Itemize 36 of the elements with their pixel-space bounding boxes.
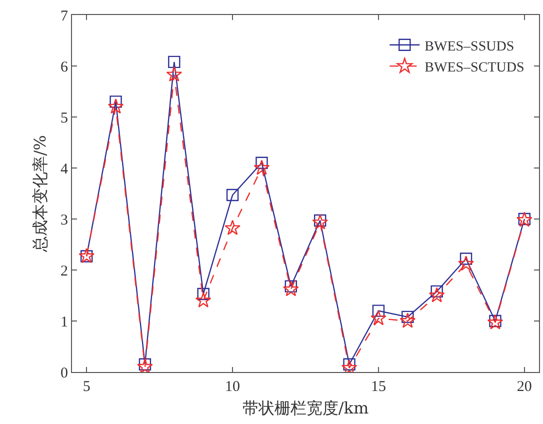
point bbox=[224, 220, 240, 236]
point bbox=[400, 312, 416, 328]
y-tick-label: 2 bbox=[60, 263, 68, 280]
y-tick-label: 4 bbox=[60, 161, 68, 178]
point bbox=[370, 310, 386, 326]
y-tick-label: 7 bbox=[60, 8, 68, 24]
point bbox=[168, 56, 180, 68]
point bbox=[254, 160, 270, 175]
point bbox=[284, 280, 298, 292]
y-tick-label: 3 bbox=[60, 212, 68, 228]
y-tick-label: 1 bbox=[60, 314, 68, 330]
x-tick-label: 20 bbox=[516, 379, 532, 395]
point bbox=[110, 96, 122, 108]
y-tick-label: 0 bbox=[60, 365, 68, 382]
point bbox=[428, 287, 445, 302]
point bbox=[108, 98, 124, 114]
legend-label: BWES–SSUDS bbox=[424, 39, 514, 54]
x-tick-label: 5 bbox=[82, 379, 90, 395]
point bbox=[166, 66, 182, 82]
y-tick-label: 6 bbox=[60, 59, 68, 76]
point bbox=[430, 285, 443, 298]
y-axis-title: 总成本变化率/% bbox=[30, 135, 50, 253]
point bbox=[256, 156, 268, 169]
point bbox=[282, 281, 299, 296]
point bbox=[402, 310, 414, 324]
point bbox=[197, 288, 210, 300]
x-tick-label: 10 bbox=[225, 379, 240, 395]
point bbox=[195, 292, 212, 308]
point bbox=[226, 188, 239, 202]
point bbox=[460, 252, 472, 265]
y-tick-label: 5 bbox=[60, 110, 68, 126]
x-axis-title: 带状栅栏宽度/km bbox=[242, 398, 369, 418]
legend-label: BWES–SCTUDS bbox=[424, 60, 524, 76]
x-tick-label: 15 bbox=[370, 379, 386, 395]
point bbox=[372, 304, 385, 317]
point bbox=[458, 256, 474, 271]
